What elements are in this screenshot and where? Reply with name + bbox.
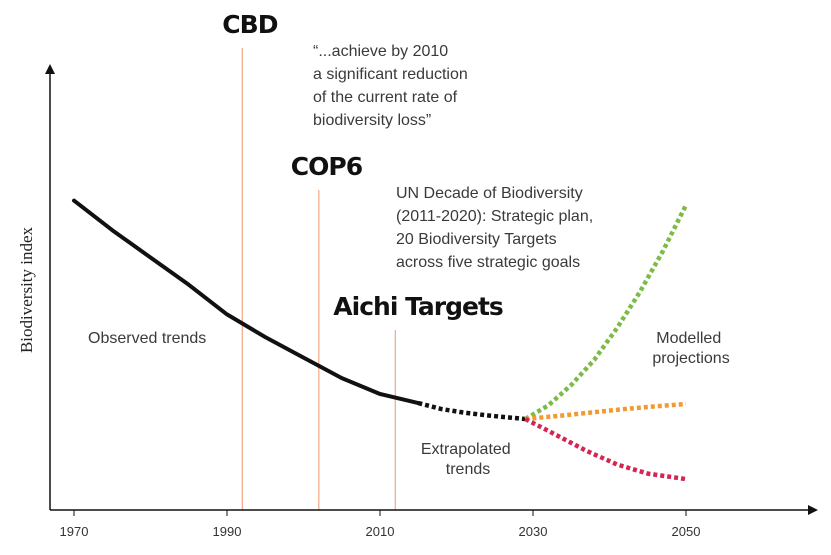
- y-axis-label: Biodiversity index: [17, 226, 36, 353]
- x-tick-label: 1990: [213, 524, 242, 539]
- series-line-extrapolated: [417, 400, 526, 422]
- modelled-projections-label: Modelled projections: [652, 330, 729, 367]
- quote-annotation: “...achieve by 2010 a significant reduct…: [313, 43, 472, 129]
- x-tick-label: 2050: [672, 524, 701, 539]
- series-lines: [72, 198, 689, 482]
- event-label-aichi-targets: Aichi Targets: [333, 292, 503, 321]
- series-line-projection-3: [525, 401, 687, 422]
- event-label-cop6: COP6: [291, 152, 363, 181]
- x-tick-label: 2010: [366, 524, 395, 539]
- series-line-observed: [72, 198, 421, 406]
- event-label-cbd: CBD: [222, 10, 277, 39]
- extrapolated-trends-label: Extrapolated trends: [421, 441, 515, 478]
- series-line-projection-4: [524, 417, 687, 482]
- x-tick-label: 1970: [60, 524, 89, 539]
- x-tick-label: 2030: [519, 524, 548, 539]
- series-line-projection-2: [524, 204, 689, 421]
- y-axis-arrow-icon: [45, 64, 55, 74]
- un-decade-annotation: UN Decade of Biodiversity (2011-2020): S…: [396, 185, 598, 271]
- event-markers: CBD COP6 Aichi Targets: [222, 10, 504, 510]
- x-axis-ticks: 1970 1990 2010 2030 2050: [60, 510, 701, 539]
- observed-trends-label: Observed trends: [88, 330, 206, 347]
- x-axis-arrow-icon: [808, 505, 818, 515]
